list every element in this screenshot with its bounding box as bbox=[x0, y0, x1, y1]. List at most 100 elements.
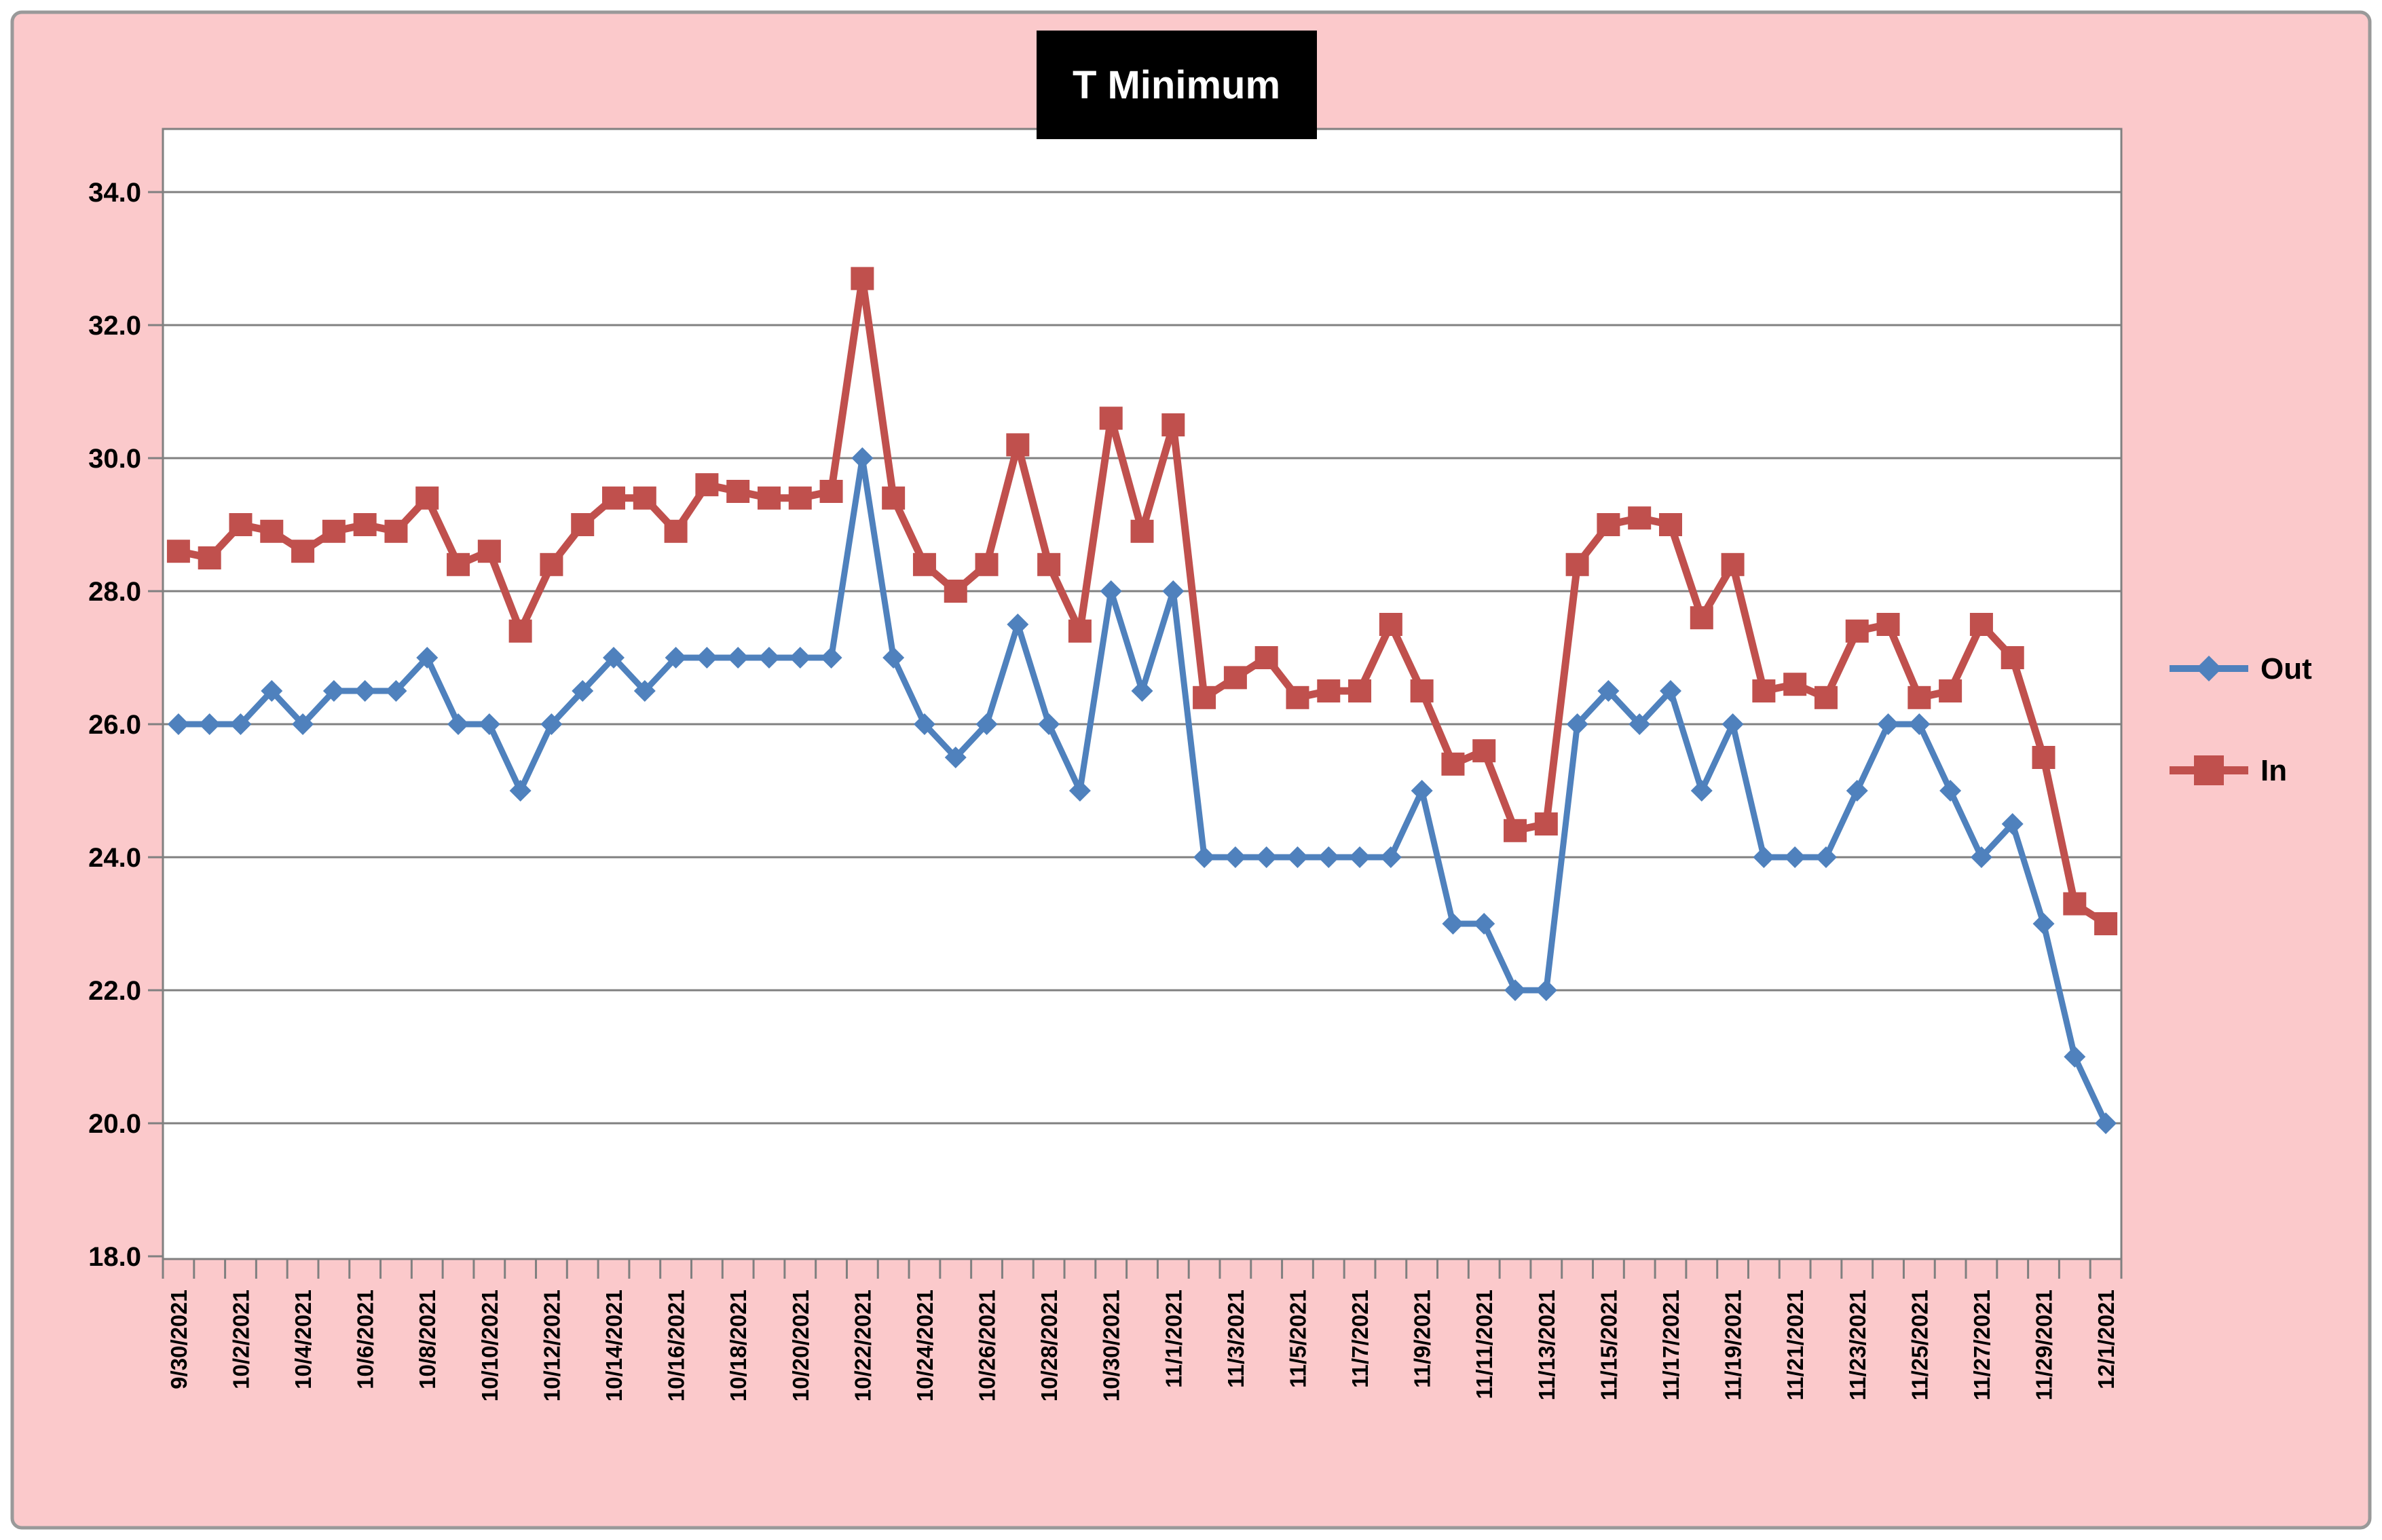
data-point-out[interactable] bbox=[1442, 913, 1464, 935]
data-point-out[interactable] bbox=[913, 713, 935, 735]
data-point-in[interactable] bbox=[1658, 513, 1682, 536]
data-point-out[interactable] bbox=[1566, 713, 1588, 735]
data-point-out[interactable] bbox=[851, 447, 874, 469]
data-point-out[interactable] bbox=[2064, 1046, 2086, 1068]
data-point-out[interactable] bbox=[882, 647, 905, 669]
data-point-out[interactable] bbox=[229, 713, 252, 735]
data-point-out[interactable] bbox=[696, 647, 718, 669]
data-point-in[interactable] bbox=[851, 267, 874, 290]
data-point-out[interactable] bbox=[1100, 580, 1122, 602]
data-point-out[interactable] bbox=[1846, 780, 1868, 802]
data-point-out[interactable] bbox=[1784, 846, 1806, 868]
data-point-in[interactable] bbox=[882, 486, 906, 510]
data-point-out[interactable] bbox=[727, 647, 749, 669]
data-point-out[interactable] bbox=[447, 713, 470, 735]
data-point-out[interactable] bbox=[1753, 846, 1775, 868]
data-point-out[interactable] bbox=[572, 680, 594, 702]
data-point-out[interactable] bbox=[2095, 1112, 2117, 1134]
data-point-in[interactable] bbox=[2032, 746, 2055, 769]
data-point-in[interactable] bbox=[1628, 506, 1652, 530]
data-point-out[interactable] bbox=[478, 713, 500, 735]
data-point-in[interactable] bbox=[1410, 679, 1434, 702]
data-point-in[interactable] bbox=[1721, 552, 1745, 576]
data-point-in[interactable] bbox=[788, 486, 812, 510]
data-point-in[interactable] bbox=[571, 513, 595, 536]
data-point-out[interactable] bbox=[1038, 713, 1060, 735]
data-point-in[interactable] bbox=[198, 546, 221, 569]
data-point-out[interactable] bbox=[665, 647, 687, 669]
data-point-out[interactable] bbox=[540, 713, 563, 735]
data-point-in[interactable] bbox=[664, 519, 688, 543]
data-point-in[interactable] bbox=[1783, 673, 1807, 696]
data-point-out[interactable] bbox=[385, 680, 407, 702]
data-point-out[interactable] bbox=[292, 713, 314, 735]
data-point-in[interactable] bbox=[1317, 679, 1341, 702]
data-point-in[interactable] bbox=[1752, 679, 1776, 702]
data-point-in[interactable] bbox=[508, 619, 532, 643]
data-point-out[interactable] bbox=[1007, 614, 1029, 635]
data-point-in[interactable] bbox=[1068, 619, 1092, 643]
data-point-in[interactable] bbox=[1565, 552, 1589, 576]
data-point-out[interactable] bbox=[2001, 813, 2024, 835]
data-point-out[interactable] bbox=[944, 747, 967, 768]
data-point-in[interactable] bbox=[447, 552, 470, 576]
data-point-in[interactable] bbox=[1254, 646, 1278, 669]
data-point-out[interactable] bbox=[1318, 846, 1340, 868]
data-point-in[interactable] bbox=[1037, 552, 1061, 576]
data-point-out[interactable] bbox=[322, 680, 345, 702]
data-point-in[interactable] bbox=[602, 486, 626, 510]
data-point-out[interactable] bbox=[758, 647, 780, 669]
data-point-out[interactable] bbox=[1939, 780, 1962, 802]
data-point-in[interactable] bbox=[2000, 646, 2024, 669]
data-point-in[interactable] bbox=[944, 580, 967, 603]
data-point-in[interactable] bbox=[1597, 513, 1620, 536]
data-point-in[interactable] bbox=[166, 540, 190, 563]
data-point-out[interactable] bbox=[1255, 846, 1278, 868]
data-point-out[interactable] bbox=[2032, 913, 2055, 935]
data-point-out[interactable] bbox=[1535, 979, 1557, 1001]
legend-item-in[interactable]: In bbox=[2170, 754, 2287, 787]
data-point-in[interactable] bbox=[1193, 686, 1216, 709]
data-point-in[interactable] bbox=[353, 513, 377, 536]
data-point-in[interactable] bbox=[1348, 679, 1372, 702]
data-point-in[interactable] bbox=[1845, 619, 1869, 643]
data-point-in[interactable] bbox=[757, 486, 781, 510]
data-point-out[interactable] bbox=[1224, 846, 1246, 868]
data-point-in[interactable] bbox=[477, 540, 501, 563]
data-point-in[interactable] bbox=[1006, 433, 1030, 457]
data-point-in[interactable] bbox=[695, 473, 719, 497]
data-point-in[interactable] bbox=[1286, 686, 1309, 709]
legend-item-out[interactable]: Out bbox=[2170, 652, 2312, 686]
data-point-out[interactable] bbox=[1659, 680, 1681, 702]
data-point-in[interactable] bbox=[1379, 613, 1402, 636]
data-point-out[interactable] bbox=[1597, 680, 1620, 702]
data-point-out[interactable] bbox=[1877, 713, 1899, 735]
data-point-out[interactable] bbox=[1908, 713, 1931, 735]
data-point-out[interactable] bbox=[1411, 780, 1433, 802]
data-point-in[interactable] bbox=[415, 486, 439, 510]
data-point-in[interactable] bbox=[322, 519, 346, 543]
data-point-out[interactable] bbox=[633, 680, 656, 702]
data-point-out[interactable] bbox=[1379, 846, 1402, 868]
data-point-out[interactable] bbox=[1629, 713, 1651, 735]
data-point-out[interactable] bbox=[1970, 846, 1992, 868]
data-point-out[interactable] bbox=[603, 647, 625, 669]
data-point-in[interactable] bbox=[1099, 407, 1123, 430]
data-point-in[interactable] bbox=[1908, 686, 1931, 709]
data-point-out[interactable] bbox=[1068, 780, 1091, 802]
data-point-in[interactable] bbox=[975, 552, 999, 576]
data-point-out[interactable] bbox=[1162, 580, 1185, 602]
data-point-in[interactable] bbox=[1690, 606, 1713, 630]
data-point-in[interactable] bbox=[1504, 819, 1527, 842]
data-point-out[interactable] bbox=[1473, 913, 1495, 935]
data-point-out[interactable] bbox=[820, 647, 842, 669]
data-point-in[interactable] bbox=[291, 540, 315, 563]
data-point-in[interactable] bbox=[1161, 413, 1185, 436]
data-point-out[interactable] bbox=[261, 680, 283, 702]
data-point-out[interactable] bbox=[1815, 846, 1837, 868]
data-point-in[interactable] bbox=[1130, 519, 1154, 543]
data-point-in[interactable] bbox=[726, 480, 750, 503]
data-point-in[interactable] bbox=[2094, 912, 2118, 935]
data-point-in[interactable] bbox=[1223, 666, 1247, 690]
data-point-in[interactable] bbox=[1472, 739, 1496, 763]
